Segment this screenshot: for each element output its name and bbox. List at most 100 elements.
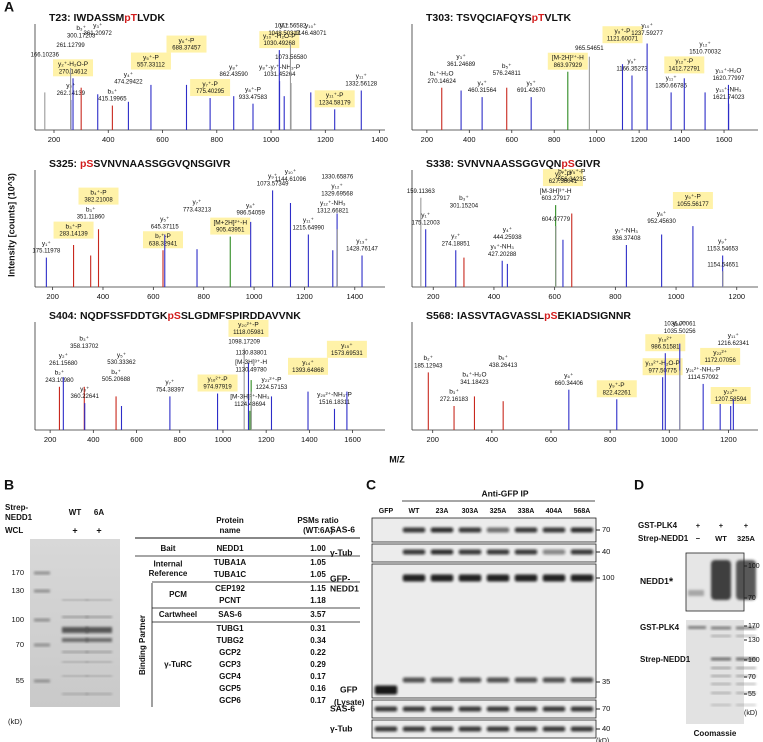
blot-band: [542, 574, 566, 582]
peak-ion: y₁₁⁺: [303, 217, 315, 224]
protein-label: NEDD1: [640, 576, 669, 586]
blot-band: [570, 549, 594, 555]
peak-ion: [M-3H]³⁺-NH₃: [230, 394, 270, 401]
x-tick-label: 1200: [631, 135, 648, 144]
peak-ion: y₁₂⁺: [331, 183, 343, 190]
peak-mz: 1071.56582: [275, 24, 307, 30]
highlight-box: [314, 90, 355, 108]
peak-ion: b₂⁺: [424, 355, 434, 362]
table-header: (WT:6A): [303, 526, 333, 535]
panel-letter: A: [4, 0, 14, 15]
peak-ion: b₃⁺: [76, 25, 86, 32]
panel-letter: D: [634, 477, 644, 493]
group-label: PCM: [169, 590, 187, 599]
peak-ion: b₃⁺: [108, 88, 118, 95]
gel-band: [86, 616, 112, 618]
highlight-box: [596, 380, 637, 398]
ladder-band: [34, 643, 50, 647]
peak-ion: b₃⁺: [459, 195, 469, 202]
group-label: γ-TuRC: [164, 660, 192, 669]
peak-ion: y₆⁺-P: [179, 37, 195, 44]
peak-ion: b₃⁺: [86, 206, 96, 213]
wcl-label: WCL: [5, 526, 23, 535]
highlight-box: [288, 357, 329, 375]
highlight-box: [130, 52, 171, 70]
spectrum-title: T23: IWDASSMpTLVDK: [49, 12, 165, 24]
gel-band: [86, 675, 112, 677]
peak-ion: b₃⁺: [79, 336, 89, 343]
peak-mz: 1329.69568: [321, 192, 353, 198]
peak-ion: y₅⁺: [160, 216, 170, 223]
peak-mz: 773.43213: [183, 207, 212, 213]
blot-band: [486, 706, 510, 712]
ip-label: Anti-GFP IP: [481, 488, 528, 498]
stain-label: Coomassie: [694, 729, 737, 738]
peak-mz: 1144.61096: [275, 177, 307, 183]
peak-mz: 836.37408: [612, 236, 641, 242]
peak-mz: 688.37457: [172, 46, 201, 52]
protein-name: GCP5: [219, 684, 241, 693]
x-tick-label: 400: [102, 135, 115, 144]
sequence-part: pS: [561, 158, 574, 170]
highlight-box: [53, 59, 94, 77]
blot-band: [458, 726, 482, 732]
peak-ion: y₁₀⁺: [641, 23, 653, 30]
spectrum-title: S325: pSSVNVNAASSGGVQNSGIVR: [49, 158, 231, 170]
peak-mz: 775.40295: [196, 89, 225, 95]
highlight-box: [664, 56, 705, 74]
peak-ion: b₄⁺-H₂O: [462, 372, 486, 379]
site-label: S325:: [49, 158, 77, 170]
peak-mz: 576.24811: [493, 71, 522, 77]
sequence-part: VLTK: [544, 12, 571, 24]
blot-band: [486, 549, 510, 555]
protein-name: GCP2: [219, 648, 241, 657]
gel-band: [62, 599, 88, 601]
gel-band: [736, 657, 756, 661]
panel-letter: C: [366, 477, 376, 493]
peak-mz: 986.51581: [651, 344, 680, 350]
peak-mz: 1234.58179: [319, 100, 351, 106]
peak-mz: 274.18851: [442, 241, 471, 247]
protein-name: TUBG2: [216, 636, 244, 645]
marker-label: 70: [602, 704, 610, 713]
group-label: Cartwheel: [159, 610, 197, 619]
blot-band: [402, 527, 426, 533]
peak-mz: 1237.59277: [631, 31, 663, 37]
peak-mz: 474.29422: [114, 80, 143, 86]
peak-ion: y₁₂⁺: [699, 41, 711, 48]
blot-band: [688, 590, 704, 596]
peak-ion: b₇⁺-P: [155, 233, 171, 240]
peak-mz: 261.12799: [56, 43, 85, 49]
x-tick-label: 400: [463, 135, 476, 144]
sequence-part: IWDASSM: [74, 12, 125, 24]
x-tick-label: 1400: [673, 135, 690, 144]
peak-mz: 627.36041: [549, 179, 578, 185]
peak-ion: [M-3H]³⁺-H: [235, 359, 267, 366]
y-axis-label: Intensity [counts] (10^3): [6, 173, 16, 277]
peak-mz: 1036.00061: [664, 322, 696, 328]
peak-mz: 1124.48694: [234, 402, 266, 408]
highlight-box: [642, 358, 683, 376]
row-label: GST-PLK4: [638, 521, 678, 530]
peak-ion: y₂₀²⁺: [673, 321, 688, 328]
lane-mark: +: [744, 521, 749, 530]
sequence-part: EKIADSIGNNR: [558, 310, 632, 322]
sequence-part: SLGDMFSPIRDDAVVNK: [181, 310, 301, 322]
x-tick-label: 600: [156, 135, 169, 144]
gel-band: [711, 657, 731, 661]
marker-label: 55: [16, 676, 24, 685]
group-label: Bait: [160, 544, 175, 553]
gel-band: [62, 638, 88, 642]
peak-mz: 1428.76147: [346, 247, 378, 253]
peak-mz: 1118.05981: [233, 330, 264, 336]
site-label: S338:: [426, 158, 454, 170]
sequence-part: pS: [544, 310, 557, 322]
protein-name: PCNT: [219, 596, 241, 605]
peak-ion: b₄⁺-P: [90, 189, 106, 196]
blot-band: [542, 726, 566, 732]
peak-mz: 1330.65876: [321, 175, 353, 181]
peak-mz: 1224.57153: [256, 385, 288, 391]
highlight-box: [710, 387, 751, 404]
x-tick-label: 1600: [344, 435, 361, 444]
peak-mz: 754.38397: [156, 387, 185, 393]
